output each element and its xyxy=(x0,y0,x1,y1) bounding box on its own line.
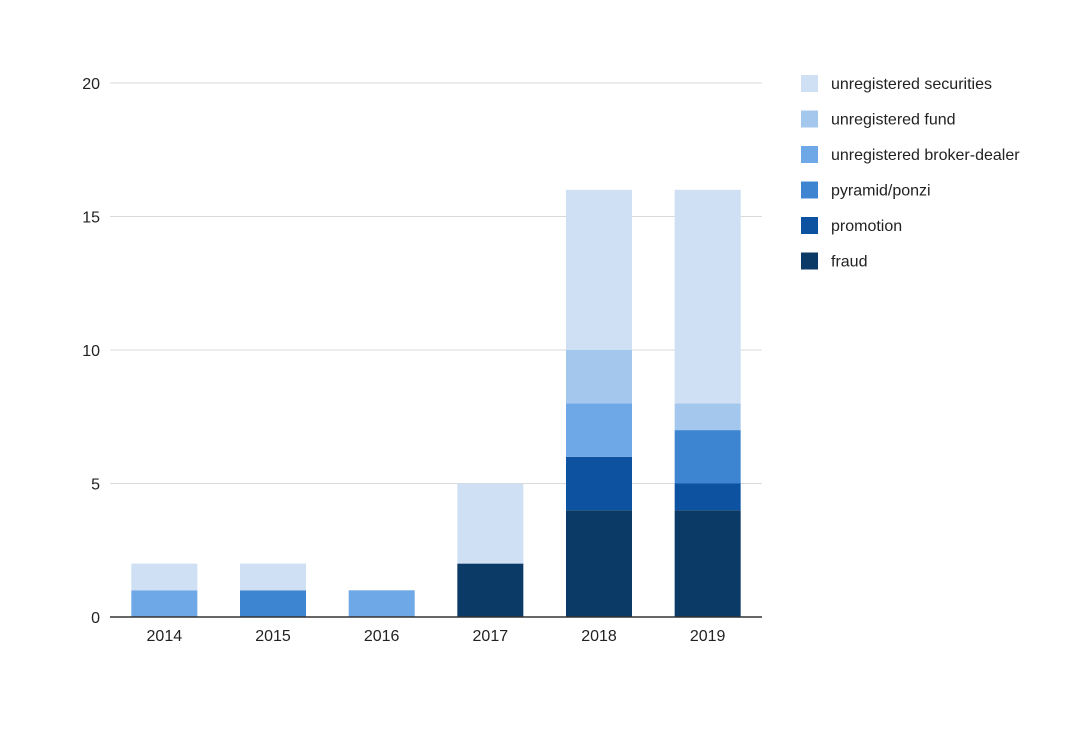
x-tick-label: 2014 xyxy=(147,628,183,645)
bar-segment xyxy=(131,563,198,591)
x-tick-label: 2018 xyxy=(581,628,617,645)
y-tick-label: 15 xyxy=(82,210,100,227)
x-tick-label: 2017 xyxy=(473,628,509,645)
y-tick-label: 20 xyxy=(82,76,100,93)
bar-segment xyxy=(457,563,524,617)
x-tick-label: 2019 xyxy=(690,628,726,645)
legend-label: unregistered securities xyxy=(831,76,992,93)
legend-swatch xyxy=(801,75,818,92)
bar-segment xyxy=(240,590,306,617)
y-tick-label: 10 xyxy=(82,343,100,360)
x-tick-label: 2015 xyxy=(255,628,291,645)
bar-segment xyxy=(566,456,632,511)
bar-segment xyxy=(566,403,632,457)
legend-swatch xyxy=(801,217,818,234)
legend-label: pyramid/ponzi xyxy=(831,183,931,200)
y-tick-label: 5 xyxy=(91,477,100,494)
bar-segment xyxy=(348,590,415,617)
bar-segment xyxy=(240,563,306,591)
x-tick-label: 2016 xyxy=(364,628,400,645)
bar-segment xyxy=(674,483,741,511)
axes: 0 5 10 15 20 2014 2015 2016 2017 2018 2019 xyxy=(82,76,762,645)
legend-label: fraud xyxy=(831,254,867,271)
bar-segment xyxy=(674,430,741,484)
bar-segment xyxy=(674,510,741,617)
y-tick-label: 0 xyxy=(91,610,100,627)
bar-segment xyxy=(566,350,632,404)
bar-segment xyxy=(674,403,741,431)
legend-label: unregistered fund xyxy=(831,112,956,129)
legend-label: promotion xyxy=(831,218,902,235)
legend-swatch xyxy=(801,252,818,270)
bar-segment xyxy=(131,590,198,617)
bar-segment xyxy=(674,189,741,404)
gridlines xyxy=(110,82,762,484)
bar-segment xyxy=(457,483,524,564)
bar-segment xyxy=(566,189,632,350)
legend-swatch xyxy=(801,181,818,199)
legend: unregistered securities unregistered fund… xyxy=(801,75,1020,271)
legend-swatch xyxy=(801,146,818,163)
legend-swatch xyxy=(801,110,818,128)
legend-label: unregistered broker-dealer xyxy=(831,147,1020,164)
bar-segment xyxy=(566,510,632,617)
bars xyxy=(131,189,741,617)
